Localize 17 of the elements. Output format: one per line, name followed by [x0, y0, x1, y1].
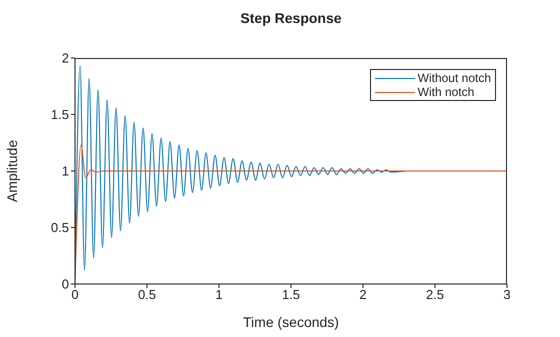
- x-tick-label: 2.5: [426, 287, 444, 302]
- y-tick-label: 2: [62, 50, 69, 66]
- x-tick-label: 1: [215, 287, 223, 302]
- x-tick-label: 0: [71, 287, 79, 302]
- x-tick-label: 1.5: [282, 287, 300, 302]
- x-tick-label: 2: [359, 287, 367, 302]
- x-tick-label: 3: [503, 287, 511, 302]
- y-tick-label: 0: [62, 276, 69, 292]
- x-axis-title: Time (seconds): [243, 314, 339, 330]
- legend-label: Without notch: [418, 71, 491, 85]
- chart-title: Step Response: [239, 10, 343, 26]
- legend-label: With notch: [418, 85, 474, 99]
- y-tick-label: 0.5: [50, 220, 69, 236]
- y-tick-label: 1.5: [50, 107, 69, 122]
- y-tick-label: 1: [62, 164, 69, 179]
- x-tick-label: 0.5: [138, 287, 156, 302]
- y-axis-title: Amplitude: [4, 140, 20, 202]
